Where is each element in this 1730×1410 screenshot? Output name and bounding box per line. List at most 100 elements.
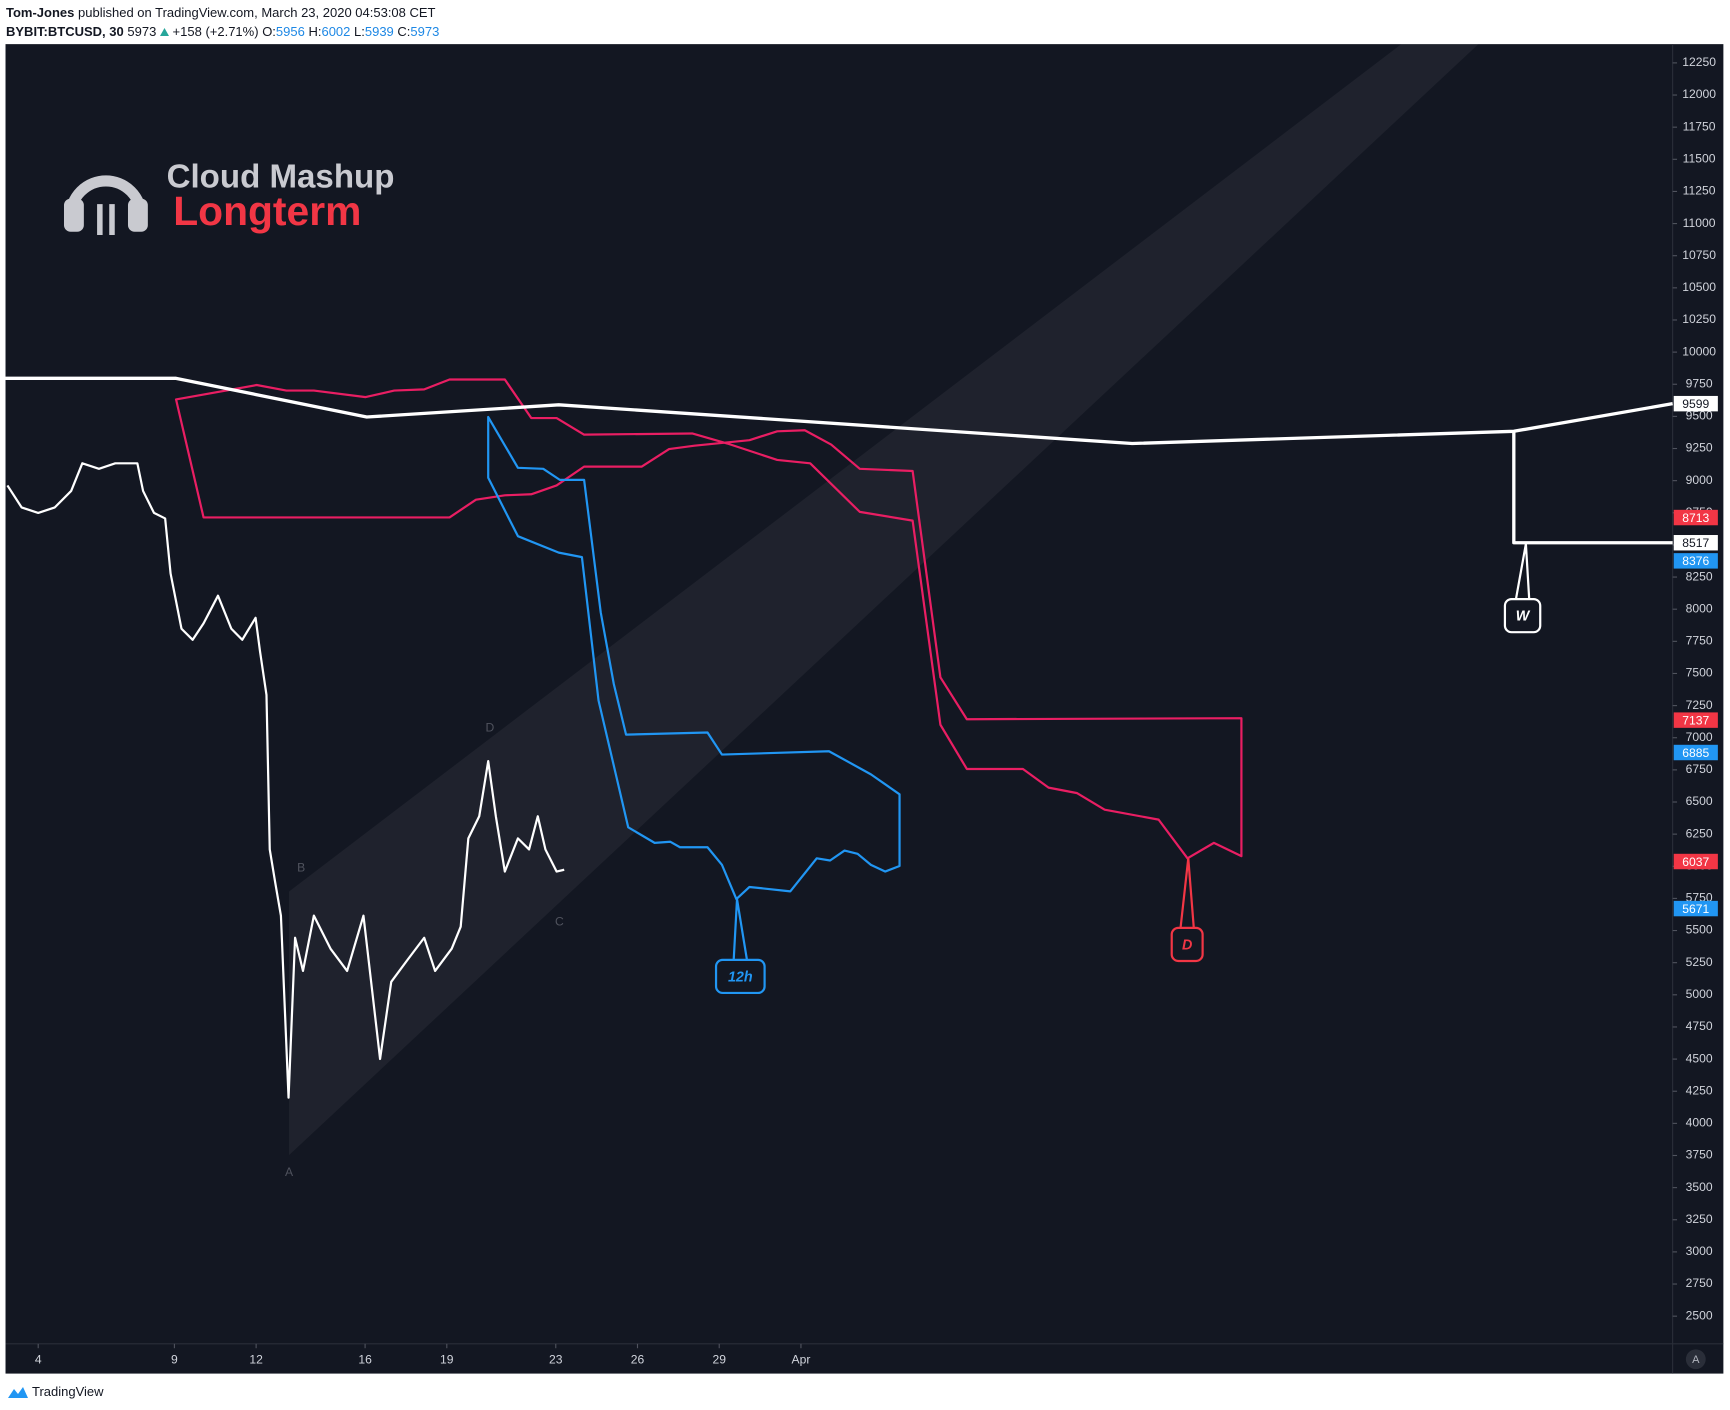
- callout-pointer: [732, 899, 749, 961]
- y-tick-label: 7000: [1686, 730, 1713, 744]
- y-tick-label: 8250: [1686, 569, 1713, 583]
- logo-subtitle: Longterm: [173, 188, 361, 234]
- logo-icon: [63, 198, 84, 232]
- y-tick-label: 9000: [1686, 473, 1713, 487]
- ohlc-value: 5939: [364, 24, 394, 39]
- ohlc-label: L:: [354, 24, 365, 39]
- y-tick-label: 4500: [1686, 1051, 1713, 1065]
- publish-line: Tom-Jones published on TradingView.com, …: [6, 3, 439, 22]
- price-tag: [1673, 553, 1718, 569]
- y-tick-label: 12000: [1682, 87, 1716, 101]
- y-tick-label: 8000: [1686, 601, 1713, 615]
- y-tick-label: 7500: [1686, 666, 1713, 680]
- header: Tom-Jones published on TradingView.com, …: [6, 3, 439, 41]
- cloud-outline: [487, 415, 901, 901]
- price-tag: [1673, 395, 1718, 412]
- x-tick-label: 9: [171, 1353, 178, 1367]
- line: [6, 462, 565, 1099]
- x-tick-label: 29: [712, 1353, 726, 1367]
- y-tick-label: 3750: [1686, 1148, 1713, 1162]
- y-tick-label: 4750: [1686, 1019, 1713, 1033]
- y-tick-label: 4250: [1686, 1083, 1713, 1097]
- y-tick-label: 3500: [1686, 1180, 1713, 1194]
- y-tick-label: 6250: [1686, 826, 1713, 840]
- x-tick-label: 19: [440, 1353, 454, 1367]
- y-tick-label: 7250: [1686, 698, 1713, 712]
- y-tick-label: 9500: [1686, 409, 1713, 423]
- logo: Cloud Mashup Longterm: [63, 158, 395, 235]
- wave-label: B: [297, 860, 305, 874]
- up-arrow: [159, 28, 169, 36]
- y-tick-label: 9750: [1686, 376, 1713, 390]
- y-tick-label: 3250: [1686, 1212, 1713, 1226]
- y-tick-label: 5000: [1686, 987, 1713, 1001]
- price-tag-label: 7137: [1682, 713, 1709, 727]
- price-tag: [1673, 712, 1718, 728]
- author: Tom-Jones: [6, 5, 75, 20]
- y-tick-label: 11500: [1683, 152, 1716, 166]
- line: [1512, 431, 1673, 545]
- published: published on TradingView.com, March 23, …: [78, 5, 436, 20]
- symbol: BYBIT:BTCUSD, 30: [6, 24, 124, 39]
- y-tick-label: 5250: [1686, 955, 1713, 969]
- ohlc-label: O:: [262, 24, 276, 39]
- change: +158 (+2.71%): [172, 24, 259, 39]
- callout-box: [1503, 597, 1542, 634]
- ohlc-label: H:: [308, 24, 322, 39]
- x-tick-label: Apr: [791, 1353, 810, 1367]
- callout-label: W: [1516, 609, 1531, 625]
- y-tick-label: 6500: [1686, 794, 1713, 808]
- y-tick-label: 12250: [1682, 55, 1716, 69]
- channel: [289, 44, 1479, 1156]
- callout-box: [1170, 926, 1204, 963]
- logo-title: Cloud Mashup: [167, 158, 395, 195]
- ohlc-value: 5973: [410, 24, 440, 39]
- x-tick-label: 4: [35, 1353, 42, 1367]
- x-tick-label: 26: [631, 1353, 645, 1367]
- callout-label: D: [1182, 937, 1192, 953]
- wave-label: A: [285, 1165, 294, 1179]
- price-tag-label: 8713: [1682, 511, 1709, 525]
- cloud-outline: [174, 378, 1243, 860]
- x-tick-label: 16: [358, 1353, 372, 1367]
- logo-icon: [127, 198, 148, 232]
- callout-pointer: [1514, 543, 1531, 600]
- y-tick-label: 9250: [1686, 441, 1713, 455]
- price-tag-label: 6037: [1682, 855, 1709, 869]
- last-price: 5973: [127, 24, 157, 39]
- callout-pointer: [1179, 858, 1195, 928]
- y-tick-label: 11750: [1683, 119, 1716, 133]
- price-tag: [1673, 853, 1718, 870]
- ohlc-label: C:: [397, 24, 411, 39]
- y-tick-label: 11250: [1683, 184, 1716, 198]
- y-tick-label: 7750: [1686, 634, 1713, 648]
- price-tag: [1673, 744, 1718, 761]
- callout-label: 12h: [728, 969, 753, 985]
- price-tag-label: 8517: [1682, 536, 1709, 550]
- price-tag: [1673, 900, 1718, 917]
- auto-scale-button[interactable]: [1685, 1349, 1706, 1370]
- callout-box: [714, 958, 766, 995]
- wave-label: D: [485, 720, 494, 734]
- y-tick-label: 10500: [1682, 280, 1716, 294]
- auto-scale-label[interactable]: A: [1692, 1354, 1700, 1366]
- x-tick-label: 23: [549, 1353, 563, 1367]
- y-tick-label: 11000: [1683, 216, 1716, 230]
- y-tick-label: 6750: [1686, 762, 1713, 776]
- wave-label: C: [555, 915, 564, 929]
- y-tick-label: 4000: [1686, 1116, 1713, 1130]
- y-tick-label: 10750: [1682, 248, 1716, 262]
- chart-background: [5, 44, 1724, 1374]
- y-tick-label: 2750: [1686, 1276, 1713, 1290]
- y-tick-label: 2500: [1686, 1308, 1713, 1322]
- footer: TradingView: [8, 1384, 104, 1399]
- price-tag-label: 8376: [1682, 554, 1709, 568]
- ohlc-value: 5956: [275, 24, 305, 39]
- y-tick-label: 3000: [1686, 1244, 1713, 1258]
- logo-icon: [109, 204, 115, 235]
- y-tick-label: 10250: [1682, 312, 1716, 326]
- plot: [5, 376, 1673, 1099]
- price-tag: [1673, 509, 1718, 526]
